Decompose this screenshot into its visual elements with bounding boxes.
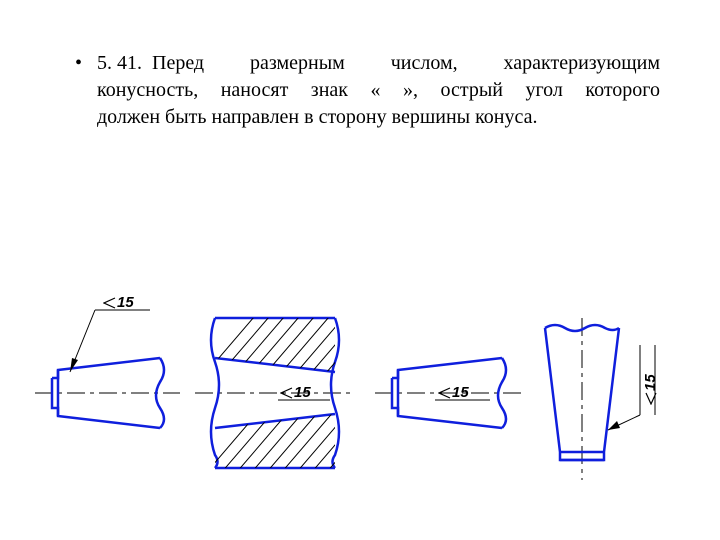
figure-1 — [35, 310, 180, 428]
figure-4 — [545, 318, 655, 480]
figure-3 — [375, 358, 522, 428]
figure-2 — [195, 310, 380, 480]
technical-drawing — [0, 0, 720, 540]
